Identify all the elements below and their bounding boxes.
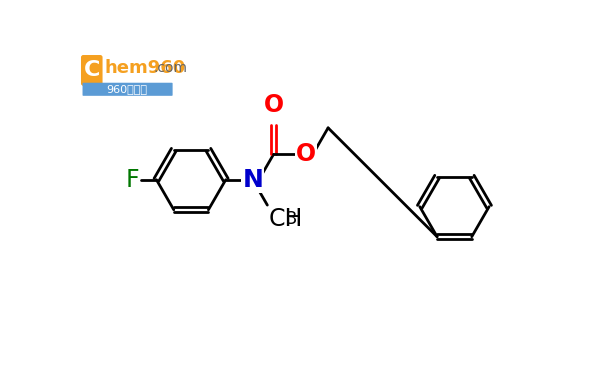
Text: O: O — [263, 93, 284, 117]
Text: F: F — [126, 168, 140, 192]
Text: 3: 3 — [286, 210, 297, 228]
FancyBboxPatch shape — [82, 83, 172, 96]
Text: O: O — [296, 142, 316, 166]
Text: N: N — [242, 168, 263, 192]
Text: CH: CH — [269, 207, 303, 231]
Text: C: C — [83, 60, 100, 80]
Text: 960化工网: 960化工网 — [106, 84, 148, 94]
Text: hem960: hem960 — [104, 59, 185, 77]
FancyBboxPatch shape — [81, 55, 102, 86]
Text: .com: .com — [154, 61, 188, 75]
